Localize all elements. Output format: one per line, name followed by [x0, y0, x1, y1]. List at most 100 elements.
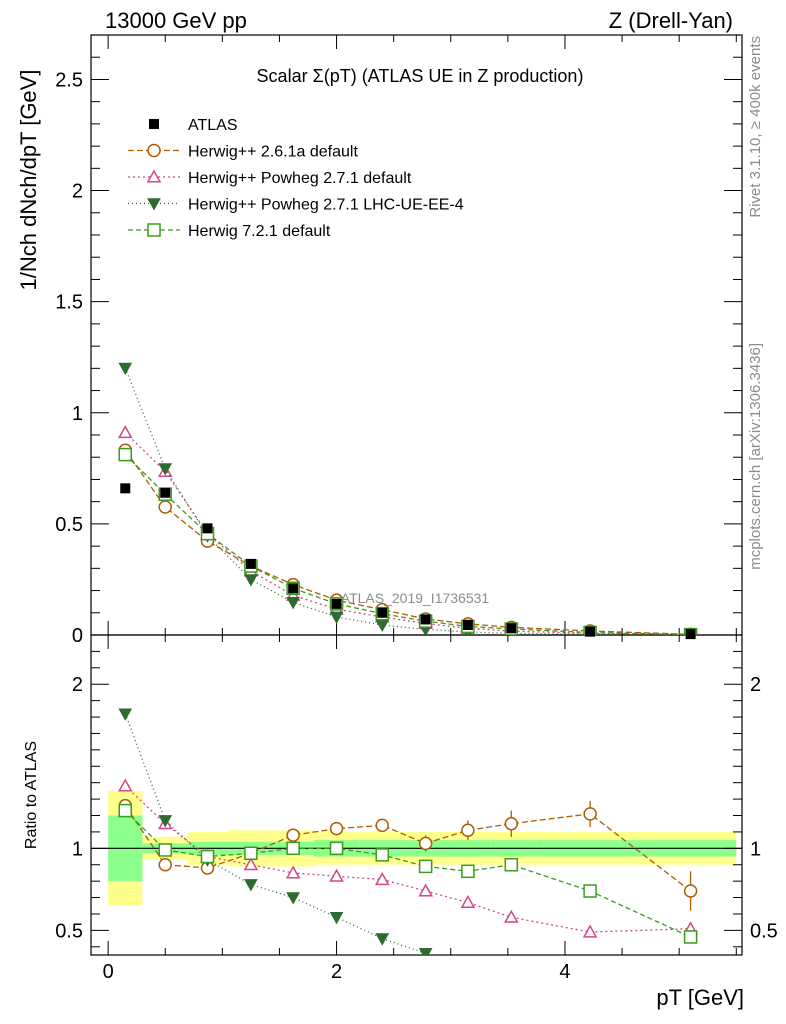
reference-point [506, 623, 517, 634]
ratio-point [244, 879, 258, 892]
ratio-series-line [124, 810, 691, 938]
ratio-point [582, 924, 598, 938]
legend-entry: Herwig++ 2.6.1a default [128, 144, 358, 161]
legend-marker [146, 169, 162, 183]
ratio-point [329, 841, 344, 856]
y-tick-label: 2.5 [55, 69, 83, 91]
ratio-point [504, 909, 519, 923]
ratio-point [200, 849, 215, 864]
legend-marker [147, 198, 161, 211]
ratio-point [117, 778, 133, 792]
legend-marker [147, 223, 161, 237]
ratio-point [504, 857, 519, 872]
series-point [118, 447, 133, 462]
x-tick-label: 2 [331, 961, 342, 983]
series-point [158, 463, 173, 476]
legend-label: Herwig++ 2.6.1a default [188, 144, 358, 161]
reference-point [245, 558, 256, 569]
ratio-y-axis-label: Ratio to ATLAS [23, 741, 40, 849]
series-reference-atlas [120, 483, 696, 640]
ratio-y-tick-label-right: 2 [750, 674, 761, 696]
ratio-point [244, 846, 258, 861]
ratio-point [329, 911, 344, 925]
reference-point [331, 598, 342, 609]
series-point [286, 597, 301, 610]
ratio-y-tick-label-right: 1 [750, 838, 761, 860]
rivet-label: Rivet 3.1.10, ≥ 400k events [747, 36, 764, 218]
process-label: Z (Drell-Yan) [609, 8, 733, 33]
ratio-point [683, 884, 698, 898]
mcplots-label: mcplots.cern.ch [arXiv:1306.3436] [747, 343, 764, 570]
y-tick-label: 1.5 [55, 292, 83, 314]
y-tick-label: 1 [72, 403, 83, 425]
legend-entry: Herwig++ Powheg 2.7.1 LHC-UE-EE-4 [128, 197, 464, 214]
ratio-point [286, 892, 301, 905]
ratio-point [118, 708, 133, 721]
ratio-point [329, 868, 344, 882]
ratio-y-tick-label-right: 0.5 [750, 920, 778, 942]
ratio-point [243, 857, 259, 871]
series-line [124, 449, 691, 635]
ratio-point [583, 807, 597, 821]
reference-point [585, 626, 596, 637]
ratio-point [329, 821, 344, 836]
ratio-point [418, 836, 433, 851]
ratio-point [504, 816, 519, 831]
analysis-watermark: ATLAS_2019_I1736531 [341, 590, 490, 606]
ratio-point [286, 841, 300, 856]
legend-entry: Herwig++ Powheg 2.7.1 default [128, 169, 412, 187]
axes-ticks: 0 2 4 0 0.5 1 1.5 2 2.5 0.5 0.5 1 1 2 2 [55, 35, 778, 983]
data-series [117, 362, 698, 955]
legend: ATLAS Herwig++ 2.6.1a default Herwig++ Pow… [128, 117, 464, 240]
series-point [158, 500, 172, 514]
series-point [244, 574, 258, 587]
energy-label: 13000 GeV pp [105, 8, 247, 33]
reference-point [202, 523, 213, 534]
ratio-point [460, 894, 476, 909]
series-point [329, 611, 344, 624]
reference-point [462, 620, 473, 630]
reference-point [160, 487, 171, 498]
x-tick-label: 0 [103, 961, 114, 983]
ratio-point [461, 864, 475, 879]
ratio-point [375, 933, 390, 946]
legend-entry: Herwig 7.2.1 default [128, 223, 331, 240]
y-tick-label: 0 [72, 625, 83, 647]
ratio-point [418, 859, 433, 874]
legend-marker [147, 143, 161, 158]
series-line [124, 454, 691, 635]
ratio-point [118, 803, 133, 818]
series-point [117, 425, 133, 439]
reference-point [377, 607, 388, 618]
ratio-point [461, 823, 475, 838]
ratio-point [158, 843, 172, 857]
reference-point [420, 614, 431, 625]
y-axis-label: 1/Nch dNch/dpT [GeV] [16, 70, 41, 291]
ratio-y-tick-label: 0.5 [55, 920, 83, 942]
series-ratio-herwig-7-2-1-default [118, 803, 698, 944]
reference-point [288, 583, 299, 594]
legend-label: ATLAS [188, 117, 238, 134]
x-tick-label: 4 [559, 961, 570, 983]
series-point [118, 362, 133, 376]
plot-title: Scalar Σ(pT) (ATLAS UE in Z production) [257, 66, 584, 86]
ratio-point [683, 930, 698, 944]
ratio-y-tick-label: 2 [72, 674, 83, 696]
reference-point [685, 629, 696, 640]
legend-label: Herwig++ Powheg 2.7.1 LHC-UE-EE-4 [188, 197, 464, 214]
ratio-point [418, 948, 433, 955]
ratio-y-tick-label: 1 [72, 838, 83, 860]
y-tick-label: 2 [72, 181, 83, 203]
ratio-point [375, 848, 389, 862]
ratio-point [286, 828, 300, 842]
ratio-point [375, 818, 389, 833]
legend-marker [149, 119, 159, 129]
series-line [124, 432, 691, 635]
ratio-point [583, 884, 597, 898]
ratio-point [158, 857, 172, 872]
ratio-point [418, 883, 433, 897]
ratio-series-line [124, 805, 692, 892]
ratio-point [158, 815, 173, 828]
legend-label: Herwig++ Powheg 2.7.1 default [188, 170, 412, 187]
